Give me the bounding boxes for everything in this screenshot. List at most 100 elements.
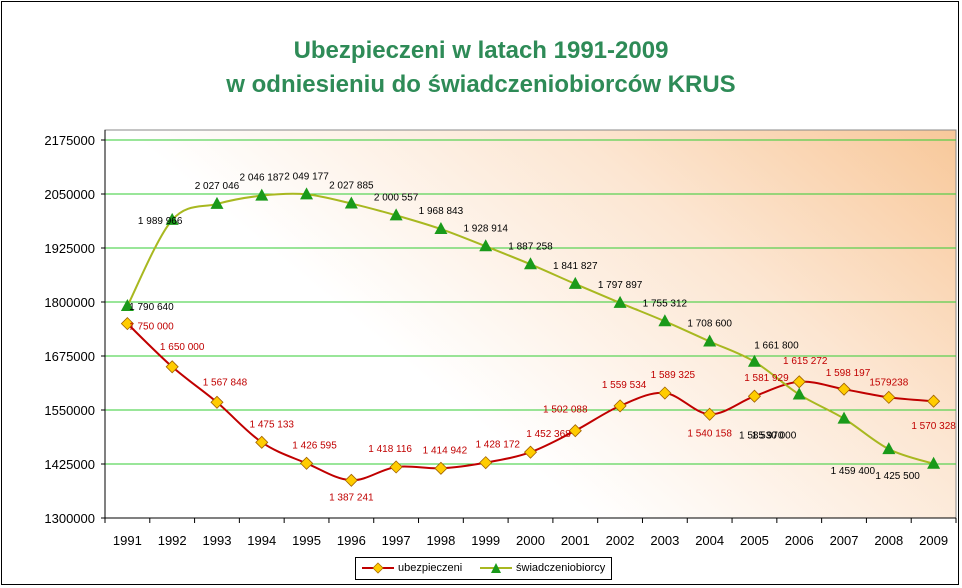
data-label-ubezpieczeni: 1 387 241 [329,492,374,503]
point-swiadczeniobiorcy [479,239,493,252]
point-ubezpieczeni [747,389,762,403]
data-label-swiadczeniobiorcy: 1 530 000 [752,431,797,442]
y-tick-label: 2175000 [44,133,95,148]
x-tick-label: 2009 [919,533,948,548]
legend-swatch-ubezpieczeni [362,562,394,574]
point-ubezpieczeni [837,382,851,396]
data-label-swiadczeniobiorcy: 1 425 500 [875,471,920,482]
point-swiadczeniobiorcy [255,188,269,201]
point-swiadczeniobiorcy [389,208,403,221]
y-tick-label: 1550000 [44,403,95,418]
data-label-ubezpieczeni: 1 570 328 [911,421,956,432]
point-swiadczeniobiorcy [300,187,314,200]
data-label-swiadczeniobiorcy: 1 968 843 [419,206,464,217]
data-label-ubezpieczeni: 1 475 133 [250,419,295,430]
point-swiadczeniobiorcy [747,354,761,367]
point-ubezpieczeni [613,399,627,413]
data-label-swiadczeniobiorcy: 1 585 970 [739,430,784,441]
point-swiadczeniobiorcy [927,456,941,469]
x-tick-label: 2001 [561,533,590,548]
data-label-swiadczeniobiorcy: 1 708 600 [687,318,732,329]
legend: ubezpieczeni świadczeniobiorcy [355,557,612,580]
x-tick-label: 2002 [606,533,635,548]
point-ubezpieczeni [882,390,896,404]
data-label-ubezpieczeni: 1 428 172 [475,440,520,451]
data-label-ubezpieczeni: 1 581 929 [744,373,789,384]
point-swiadczeniobiorcy [344,196,358,209]
y-tick-label: 2050000 [44,187,95,202]
data-label-swiadczeniobiorcy: 2 049 177 [284,171,329,182]
data-label-ubezpieczeni: 1 559 534 [602,380,647,391]
x-tick-label: 1996 [337,533,366,548]
data-label-ubezpieczeni: 1 502 088 [543,405,588,416]
point-ubezpieczeni [255,435,269,449]
data-label-ubezpieczeni: 1 414 942 [423,445,468,456]
point-ubezpieczeni [120,317,134,331]
x-tick-label: 2006 [785,533,814,548]
point-ubezpieczeni [344,473,358,487]
axes: 1300000 1425000 1550000 1675000 1800000 19250… [44,130,957,548]
point-ubezpieczeni [703,407,717,421]
point-ubezpieczeni [523,445,538,459]
data-label-swiadczeniobiorcy: 2 046 187 [240,173,285,184]
data-label-ubezpieczeni: 1 650 000 [160,342,205,353]
x-tick-label: 2000 [516,533,545,548]
legend-label-ubezpieczeni: ubezpieczeni [398,562,463,574]
legend-label-swiadczeniobiorcy: świadczeniobiorcy [516,562,606,574]
y-tick-label: 1925000 [44,241,95,256]
x-tick-label: 2004 [695,533,724,548]
point-ubezpieczeni [434,461,448,475]
data-label-swiadczeniobiorcy: 1 797 897 [598,280,643,291]
data-labels: 1 750 000 1 650 000 1 567 848 1 475 133 1 42… [129,171,956,503]
x-tick-label: 1993 [203,533,232,548]
data-label-swiadczeniobiorcy: 1 790 640 [129,302,174,313]
point-swiadczeniobiorcy [792,387,806,400]
point-swiadczeniobiorcy [210,196,224,209]
point-ubezpieczeni [658,386,672,400]
point-swiadczeniobiorcy [434,222,448,235]
chart-title: Ubezpieczeni w latach 1991-2009 w odnies… [0,34,962,102]
x-tick-label: 1992 [158,533,187,548]
y-tick-label: 1300000 [44,511,95,526]
data-label-ubezpieczeni: 1 615 272 [783,356,828,367]
point-ubezpieczeni [927,394,941,408]
data-label-ubezpieczeni: 1 540 158 [687,428,732,439]
data-label-swiadczeniobiorcy: 2 027 046 [195,181,240,192]
x-tick-label: 1997 [382,533,411,548]
data-label-swiadczeniobiorcy: 1 989 966 [138,216,183,227]
x-tick-label: 1991 [113,533,142,548]
data-label-swiadczeniobiorcy: 2 027 885 [329,181,374,192]
data-label-swiadczeniobiorcy: 1 928 914 [463,223,508,234]
data-label-ubezpieczeni: 1 418 116 [368,444,412,455]
x-tick-label: 2005 [740,533,769,548]
point-swiadczeniobiorcy [882,442,896,455]
x-tick-label: 1994 [247,533,276,548]
y-tick-label: 1675000 [44,349,95,364]
chart-title-line-1: Ubezpieczeni w latach 1991-2009 [293,37,669,64]
data-label-swiadczeniobiorcy: 1 661 800 [754,341,799,352]
point-swiadczeniobiorcy [524,257,537,270]
data-label-swiadczeniobiorcy: 1 755 312 [643,298,688,309]
x-tick-label: 2008 [874,533,903,548]
point-ubezpieczeni [299,456,314,470]
point-swiadczeniobiorcy [658,314,672,327]
point-swiadczeniobiorcy [613,295,627,308]
data-label-swiadczeniobiorcy: 1 459 400 [831,466,876,477]
legend-swatch-swiadczeniobiorcy [480,563,512,573]
point-ubezpieczeni [389,460,403,474]
chart-title-line-2: w odniesieniu do świadczeniobiorców KRUS [226,71,736,98]
x-tick-label: 1995 [292,533,321,548]
data-label-ubezpieczeni: 1 598 197 [826,368,871,379]
x-tick-label: 2007 [830,533,859,548]
x-tick-label: 1999 [471,533,500,548]
data-label-swiadczeniobiorcy: 2 000 557 [374,192,419,203]
data-label-ubezpieczeni: 1 567 848 [203,377,248,388]
gridlines [105,139,956,465]
point-ubezpieczeni [210,395,224,409]
x-tick-label: 1998 [426,533,455,548]
point-ubezpieczeni [479,456,493,470]
point-swiadczeniobiorcy [837,411,851,424]
point-swiadczeniobiorcy [568,276,582,289]
point-ubezpieczeni [568,424,582,438]
